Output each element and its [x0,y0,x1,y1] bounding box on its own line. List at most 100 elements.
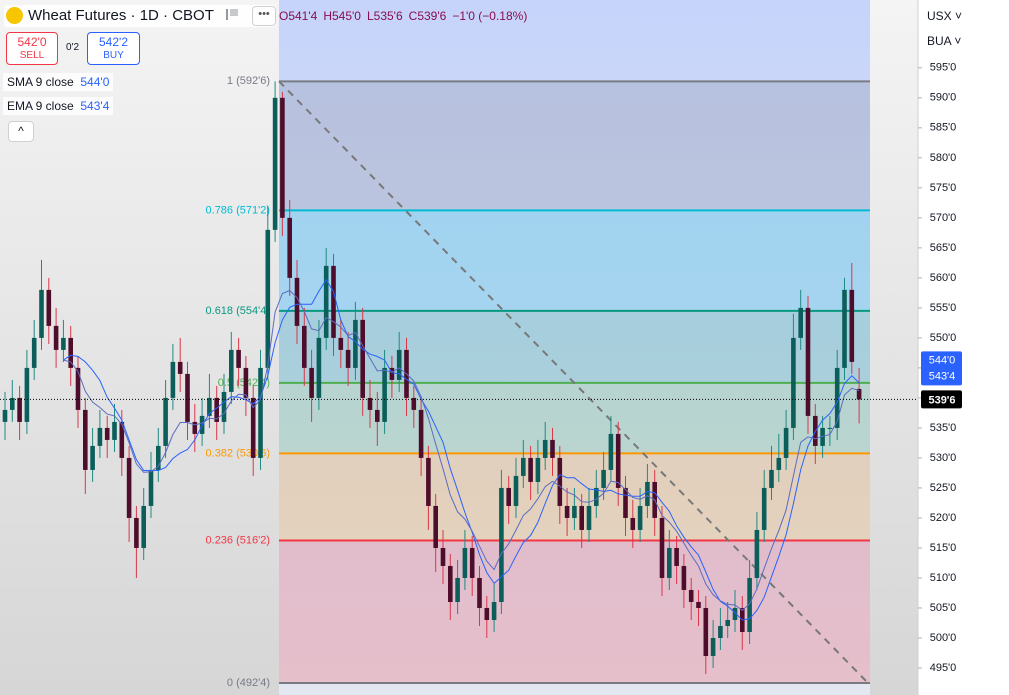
y-tick-label: 565'0 [930,242,957,254]
ma-line [63,289,860,612]
candle-body [53,325,59,350]
candle-body [849,289,855,362]
ma-line [63,278,860,621]
candle-body [258,367,263,458]
candle-body [601,469,606,488]
candle-body [827,427,833,429]
candle-body [747,577,752,632]
candle-body [594,487,599,506]
candle-body [725,619,730,626]
y-tick-label: 550'0 [930,332,957,344]
indicator-name: EMA 9 close [7,99,74,113]
candle-body [141,505,146,548]
candle-body [236,349,241,368]
y-tick-label: 505'0 [930,602,957,614]
symbol-title[interactable]: Wheat Futures · 1D · CBOT [28,7,214,24]
y-tick-label: 525'0 [930,482,957,494]
indicator-row[interactable]: SMA 9 close 544'0 [3,73,114,91]
candle-body [294,277,300,326]
candle-body [46,289,52,326]
currency: USX [927,9,952,23]
candle-body [499,487,504,602]
candle-body [265,229,271,368]
candle-body [674,547,679,566]
flag-icon[interactable] [226,9,238,20]
candle-body [703,607,709,656]
sell-price: 542'0 [17,35,47,49]
buy-label: BUY [103,50,124,61]
candle-body [455,577,460,602]
candle-body [769,469,774,488]
candle-body [645,481,650,506]
candle-body [229,349,234,392]
candle-body [521,457,526,476]
fib-label: 0.618 (554'4) [206,305,270,317]
candle-body [134,517,139,548]
candle-body [411,397,417,410]
candle-body [579,505,584,530]
candle-body [696,601,701,608]
candle-body [126,457,132,518]
indicator-row[interactable]: EMA 9 close 543'4 [3,97,114,115]
last-price-box [921,390,962,409]
candle-body [469,547,475,578]
sell-button[interactable]: 542'0 SELL [6,32,58,65]
y-tick-label: 595'0 [930,62,957,74]
unit-menu[interactable]: BUA ˅ [927,34,962,48]
candle-body [375,409,380,422]
candle-body [805,307,811,416]
y-tick-label: 570'0 [930,212,957,224]
more-button[interactable]: ••• [252,6,276,26]
candle-body [608,433,614,470]
candle-body [820,427,825,446]
y-tick-label: 495'0 [930,662,957,674]
spread: 0'2 [66,42,80,53]
candle-body [615,433,621,488]
indicator-badge-label: 544'0 [929,354,956,366]
candle-body [345,349,351,368]
buy-price: 542'2 [99,35,128,49]
candle-body [776,457,782,470]
indicator-badge [921,351,962,386]
candle-body [323,265,329,338]
currency-menu[interactable]: USX ˅ [927,9,963,23]
candle-body [112,421,117,440]
candle-body [535,457,541,482]
candle-body [309,367,314,398]
collapse-button[interactable]: ^ [8,121,34,142]
y-tick-label: 555'0 [930,302,957,314]
candle-body [637,505,643,530]
indicator-name: SMA 9 close [7,75,74,89]
candle-body [761,487,767,530]
fib-zone [279,81,870,211]
candle-body [681,565,687,590]
candle-body [783,427,789,458]
unit: BUA [927,34,952,48]
ohlc-item: O541'4 [279,9,318,23]
candle-body [214,397,219,422]
buy-button[interactable]: 542'2 BUY [87,32,140,65]
symbol-icon [6,7,23,24]
candle-body [396,349,402,380]
candle-body [659,517,665,578]
candle-body [440,547,446,566]
candle-body [119,421,125,458]
candle-body [287,217,292,278]
candle-body [75,367,81,410]
ohlc-item: H545'0 [323,9,361,23]
fib-zone [279,310,870,383]
price-axis-pane [918,0,1009,695]
candle-body [156,445,161,470]
candle-body [338,337,344,350]
candle-body [542,439,548,458]
candle-body [280,97,285,218]
fib-label: 0.786 (571'2) [206,204,270,216]
candle-body [710,637,716,656]
fib-zone [279,540,870,683]
indicator-value: 543'4 [80,99,110,113]
y-tick-label: 510'0 [930,572,957,584]
candle-body [834,367,840,428]
candle-body [732,607,738,620]
candle-body [630,517,636,530]
